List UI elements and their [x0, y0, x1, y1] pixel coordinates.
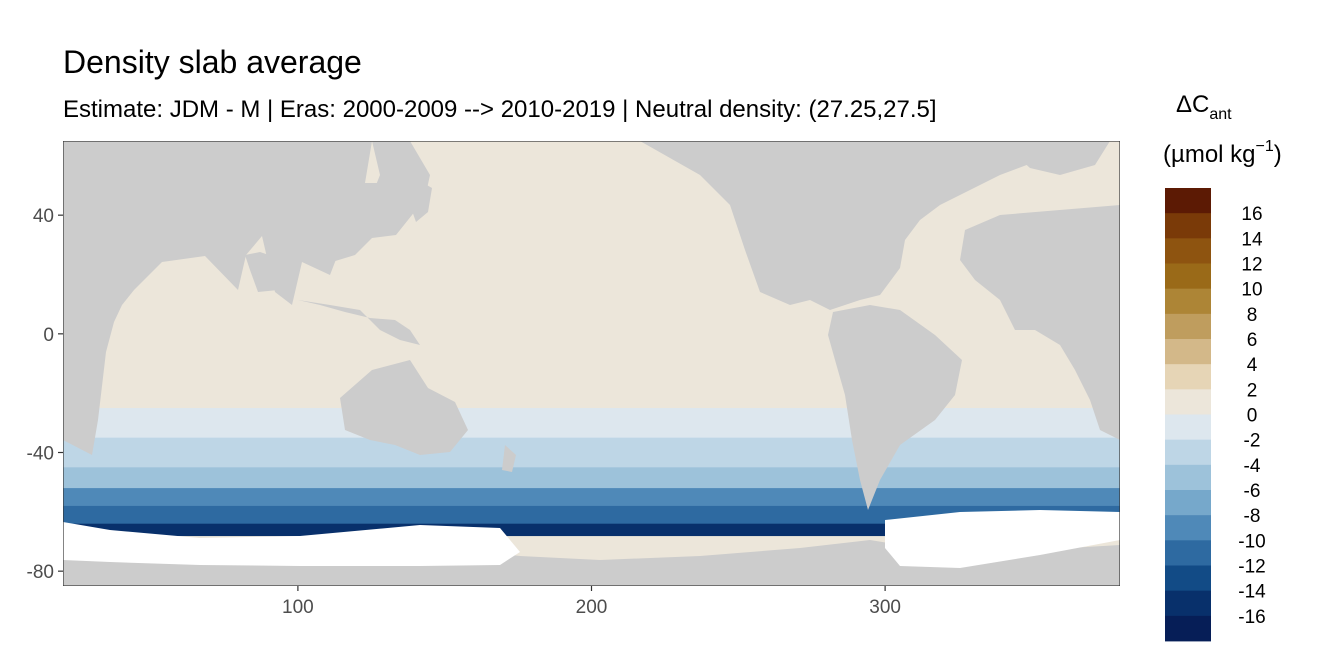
- x-tick-label: 200: [576, 597, 608, 618]
- legend-label: 0: [1247, 406, 1258, 427]
- land-greenland: [1000, 141, 1110, 175]
- chart-subtitle: Estimate: JDM - M | Eras: 2000-2009 --> …: [63, 96, 937, 123]
- legend-swatch: [1165, 288, 1211, 315]
- band-7: [63, 505, 1120, 525]
- legend-colorbar: [1165, 188, 1211, 642]
- legend-label: 6: [1247, 330, 1258, 351]
- map-panel: [63, 141, 1120, 586]
- legend-title-delta: ΔCant: [1176, 91, 1232, 123]
- band-4: [63, 437, 1120, 468]
- no-data-areas: [63, 510, 1120, 568]
- land-africa-west: [960, 205, 1120, 440]
- nodata-weddell: [885, 510, 1120, 568]
- legend-title-units: (µmol kg−1): [1163, 138, 1282, 168]
- band-5: [63, 467, 1120, 489]
- legend-swatch: [1165, 389, 1211, 415]
- legend-labels: 16 14 12 10 8 6 4 2 0 -2 -4 -6 -8 -10 -12 -14 -16: [1238, 204, 1266, 628]
- legend-label: -2: [1244, 431, 1261, 452]
- land-india: [245, 252, 278, 292]
- x-axis: 100 200 300: [282, 586, 901, 618]
- legend-swatch: [1165, 339, 1211, 365]
- legend-label: 10: [1241, 280, 1262, 301]
- legend-label: 14: [1241, 229, 1263, 250]
- y-tick-label: 40: [33, 206, 54, 227]
- land-north-america: [560, 141, 1120, 310]
- legend-swatch: [1165, 590, 1211, 617]
- legend-swatch: [1165, 439, 1211, 466]
- legend-label: -4: [1244, 456, 1261, 477]
- legend-label: -8: [1244, 506, 1261, 527]
- land-africa: [63, 141, 408, 455]
- legend-swatch: [1165, 313, 1211, 340]
- land-south-america: [828, 305, 962, 510]
- legend-swatch: [1165, 238, 1211, 264]
- legend-title-subscript: ant: [1209, 106, 1232, 123]
- band-3: [63, 408, 1120, 439]
- band-1: [63, 274, 1120, 364]
- band-2: [63, 363, 1120, 409]
- y-axis: 40 0 -40 -80: [27, 206, 63, 583]
- legend-swatch: [1165, 615, 1211, 642]
- legend-label: 2: [1247, 380, 1258, 401]
- legend-swatch: [1165, 540, 1211, 566]
- legend-swatch: [1165, 188, 1211, 214]
- x-tick-label: 300: [869, 597, 901, 618]
- x-tick-label: 100: [282, 597, 314, 618]
- legend-label: -12: [1238, 557, 1265, 578]
- band-6: [63, 488, 1120, 507]
- y-tick-label: -40: [27, 444, 54, 465]
- legend-label: -16: [1238, 607, 1265, 628]
- land-indonesia: [298, 300, 420, 345]
- land-australia: [340, 360, 468, 455]
- land-newzealand: [502, 445, 516, 472]
- nodata-antarctic-shelf: [63, 522, 520, 566]
- legend-label: 16: [1241, 204, 1262, 225]
- legend-swatch: [1165, 515, 1211, 541]
- y-tick-label: -80: [27, 562, 54, 583]
- legend-swatch: [1165, 213, 1211, 239]
- legend-label: 12: [1241, 255, 1262, 276]
- land-japan: [410, 180, 432, 222]
- legend-label: 8: [1247, 305, 1258, 326]
- legend-label: -10: [1238, 531, 1265, 552]
- land-asia-east: [325, 141, 430, 262]
- legend-swatch: [1165, 364, 1211, 390]
- y-tick-label: 0: [43, 325, 54, 346]
- legend: ΔCant (µmol kg−1) 16 14 12 10 8 6 4 2 0 -2 -4 -6 -8 -…: [1163, 91, 1282, 642]
- chart-title: Density slab average: [63, 44, 362, 80]
- legend-label: -14: [1238, 582, 1266, 603]
- legend-swatch: [1165, 464, 1211, 491]
- legend-swatch: [1165, 565, 1211, 592]
- legend-units-superscript: −1: [1256, 138, 1274, 155]
- band-8: [63, 523, 1120, 537]
- legend-swatch: [1165, 490, 1211, 516]
- legend-swatch: [1165, 414, 1211, 441]
- legend-label: -6: [1244, 481, 1261, 502]
- legend-label: 4: [1247, 355, 1258, 376]
- legend-swatch: [1165, 263, 1211, 290]
